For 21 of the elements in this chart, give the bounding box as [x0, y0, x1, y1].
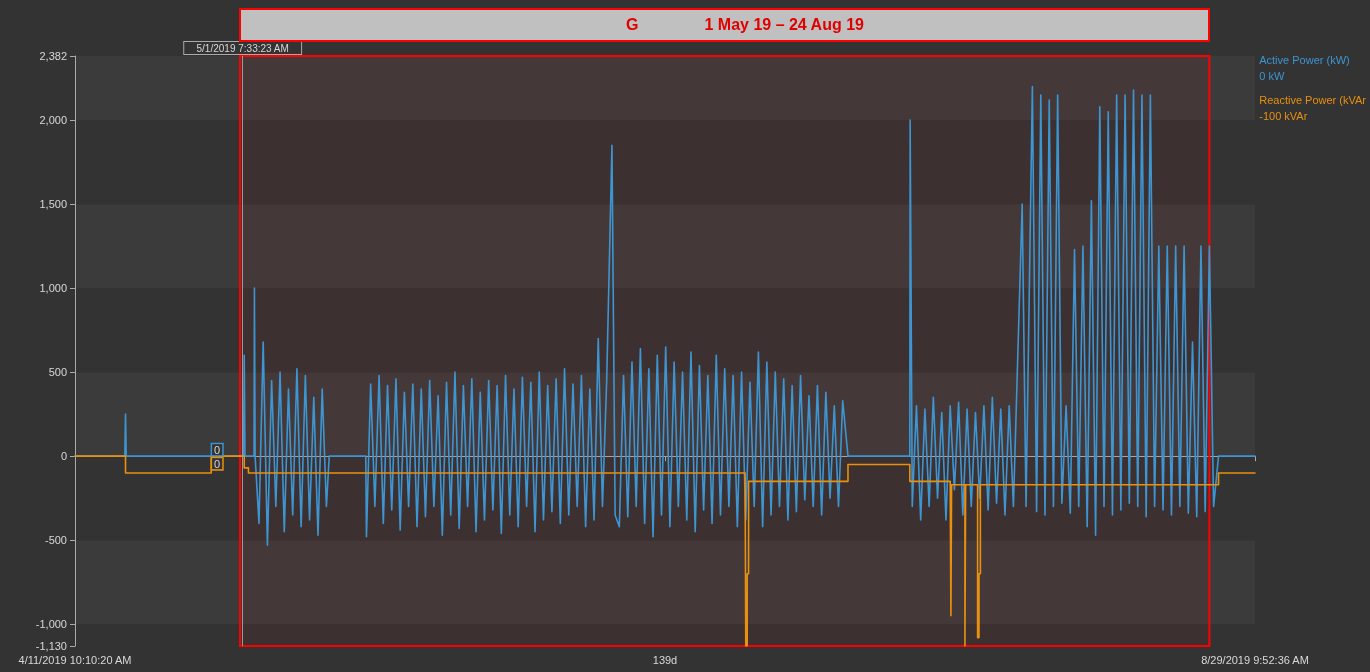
- text: -100 kVAr: [1259, 110, 1308, 122]
- y-tick-label: -1,130: [35, 640, 67, 652]
- y-tick-label: 2,000: [39, 114, 67, 127]
- y-tick-label: -1,000: [35, 618, 67, 631]
- text: Active Power (kW): [1259, 54, 1350, 66]
- y-tick-label: 500: [48, 366, 67, 379]
- x-tick-label: 8/29/2019 9:52:36 AM: [1201, 653, 1309, 666]
- x-tick-label: 139d: [652, 653, 678, 666]
- x-tick-label: 4/11/2019 10:10:20 AM: [18, 653, 132, 666]
- text: 0 kW: [1259, 70, 1285, 82]
- band-label: 1 May 19 – 24 Aug 19: [704, 16, 864, 34]
- y-tick-label: -500: [44, 534, 67, 547]
- annotation: 0: [214, 443, 221, 456]
- text: Reactive Power (kVAr: [1259, 94, 1367, 106]
- y-tick-label: 1,500: [39, 198, 67, 211]
- y-tick-label: 0: [60, 450, 67, 463]
- y-tick-label: 2,382: [39, 50, 67, 62]
- chart-title: G: [626, 16, 639, 34]
- annotation: 0: [214, 457, 221, 470]
- ref-line-label: 5/1/2019 7:33:23 AM: [196, 42, 289, 54]
- y-tick-label: 1,000: [39, 282, 67, 295]
